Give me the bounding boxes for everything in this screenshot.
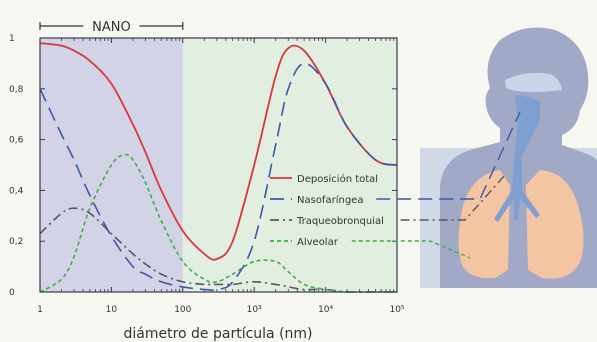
leader-line-nasofaringea bbox=[376, 111, 521, 200]
y-tick-label: 0,8 bbox=[9, 85, 24, 95]
x-axis-ticks: 1 10 100 10³ 10⁴ 10⁵ bbox=[37, 305, 405, 315]
legend-label-alveolar: Alveolar bbox=[297, 237, 339, 248]
x-tick-label: 100 bbox=[174, 305, 191, 315]
x-tick-label: 10 bbox=[106, 305, 118, 315]
y-tick-label: 0,2 bbox=[9, 237, 23, 247]
series-lines bbox=[39, 42, 398, 293]
nano-label: NANO bbox=[92, 20, 131, 35]
series-line-deposicion-total bbox=[39, 42, 398, 261]
y-tick-label: 0,6 bbox=[9, 136, 24, 146]
lungs bbox=[458, 170, 584, 279]
legend-label-nasofaringea: Nasofaríngea bbox=[297, 194, 363, 206]
y-tick-label: 1 bbox=[9, 34, 15, 44]
series-line-alveolar bbox=[39, 153, 397, 293]
series-line-traqueobronquial bbox=[39, 207, 397, 293]
plot-frame bbox=[39, 37, 398, 293]
x-tick-label: 10⁴ bbox=[318, 305, 333, 315]
legend-label-traqueobronquial: Traqueobronquial bbox=[296, 216, 384, 227]
nano-region-marker: NANO bbox=[39, 20, 184, 35]
respiratory-illustration bbox=[420, 27, 597, 289]
x-axis-label: diámetro de partícula (nm) bbox=[123, 326, 312, 342]
legend: Deposición total Nasofaríngea Traqueobronq… bbox=[270, 111, 521, 259]
non-nano-region-band bbox=[182, 38, 397, 292]
y-tick-label: 0 bbox=[9, 288, 15, 298]
plot-area bbox=[39, 37, 398, 293]
trachea-bronchi bbox=[494, 160, 540, 222]
legend-label-deposicion-total: Deposición total bbox=[297, 173, 378, 185]
y-tick-label: 0,4 bbox=[9, 186, 24, 196]
x-tick-label: 10³ bbox=[247, 305, 262, 315]
y-axis-ticks: 0 0,2 0,4 0,6 0,8 1 bbox=[9, 34, 24, 298]
leader-line-alveolar bbox=[351, 240, 471, 259]
upper-airway bbox=[514, 95, 540, 160]
x-tick-label: 10⁵ bbox=[389, 305, 404, 315]
series-line-nasofaringea bbox=[39, 62, 398, 291]
x-tick-label: 1 bbox=[37, 305, 43, 315]
nasal-cavity bbox=[505, 72, 562, 92]
leader-line-traqueobronquial bbox=[400, 174, 506, 221]
